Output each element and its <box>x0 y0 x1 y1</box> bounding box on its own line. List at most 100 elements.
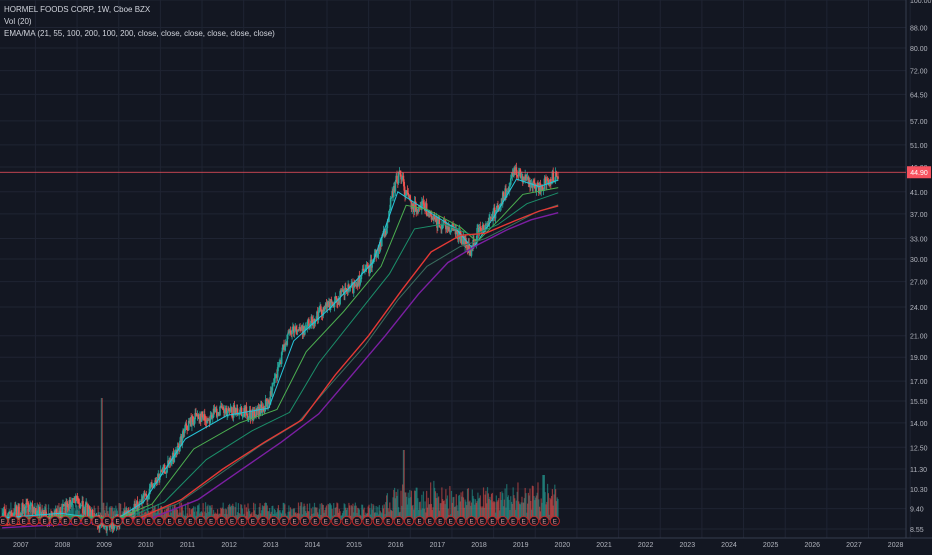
candle-body <box>324 303 327 307</box>
volume-bar <box>276 511 278 520</box>
volume-bar <box>29 514 31 520</box>
volume-bar <box>345 507 347 520</box>
volume-bar <box>321 503 323 520</box>
candle-body <box>467 243 470 253</box>
candle-body <box>428 212 430 214</box>
volume-bar <box>498 510 501 520</box>
ema21-line <box>2 178 559 521</box>
candle-body <box>91 510 94 521</box>
volume-bar <box>548 514 550 520</box>
volume-bar <box>176 507 178 520</box>
volume-bar <box>496 501 498 520</box>
earnings-marker-label: E <box>53 520 57 526</box>
candle-body <box>482 225 485 230</box>
candle-body <box>163 464 166 474</box>
volume-bar <box>258 507 260 520</box>
volume-bar <box>478 497 481 520</box>
candle-body <box>28 509 31 512</box>
volume-bar <box>297 502 300 520</box>
volume-bar <box>309 503 311 520</box>
volume-bar <box>235 502 237 520</box>
volume-bar <box>140 510 143 520</box>
candle-body <box>72 498 75 500</box>
volume-bar <box>30 505 32 520</box>
volume-bar <box>510 496 512 520</box>
candle-body <box>465 244 468 247</box>
candle-body <box>216 415 219 417</box>
candle-body <box>401 177 403 180</box>
candle-body <box>297 329 300 331</box>
candle-body <box>543 178 546 190</box>
volume-bar <box>357 507 359 520</box>
earnings-marker <box>279 515 290 527</box>
volume-bar <box>16 505 18 520</box>
candle-body <box>187 429 189 431</box>
earnings-marker <box>299 515 310 527</box>
symbol-title[interactable]: HORMEL FOODS CORP, 1W, Cboe BZX <box>4 5 151 14</box>
candle-body <box>256 407 259 412</box>
volume-bar <box>462 497 465 520</box>
candle-body <box>150 482 152 487</box>
candle-body <box>149 486 152 489</box>
candle-body <box>199 413 201 420</box>
candle-body <box>65 503 67 511</box>
volume-bar <box>134 506 136 520</box>
volume-bar <box>402 450 405 520</box>
volume-bar <box>213 513 215 520</box>
candle-body <box>235 408 238 413</box>
volume-bar <box>272 505 274 520</box>
earnings-marker-label: E <box>63 520 67 526</box>
volume-bar <box>491 492 493 520</box>
candle-body <box>254 415 257 417</box>
candle-body <box>493 207 495 211</box>
candle-body <box>153 483 156 485</box>
candle-body <box>309 324 312 326</box>
candle-body <box>515 167 518 175</box>
candle-body <box>414 201 417 207</box>
candle-body <box>78 499 80 504</box>
volume-bar <box>549 497 551 520</box>
volume-bar <box>231 505 233 520</box>
volume-bar <box>300 502 302 520</box>
candle-body <box>76 496 79 499</box>
candle-body <box>168 458 171 465</box>
candle-body <box>24 508 27 513</box>
candle-body <box>380 236 383 246</box>
candle-body <box>328 301 331 311</box>
candle-body <box>196 414 199 417</box>
candle-body <box>284 346 286 351</box>
candle-body <box>351 282 353 284</box>
volume-bar <box>71 503 73 520</box>
candle-body <box>218 412 220 416</box>
volume-bar <box>104 510 106 520</box>
candle-body <box>492 210 494 221</box>
volume-bar <box>353 512 355 520</box>
volume-bar <box>164 509 166 520</box>
candle-body <box>282 344 285 348</box>
time-tick-label: 2012 <box>221 542 237 549</box>
candle-body <box>8 512 11 514</box>
candle-body <box>343 289 345 295</box>
ema-ma-legend[interactable]: EMA/MA (21, 55, 100, 200, 100, 200, clos… <box>4 29 275 38</box>
candle-body <box>22 503 24 511</box>
volume-bar <box>469 500 471 520</box>
candle-body <box>479 226 482 228</box>
volume-bar <box>339 511 341 520</box>
volume-bar <box>532 486 534 520</box>
volume-bar <box>371 509 373 520</box>
volume-bar <box>512 487 514 520</box>
candle-body <box>417 207 420 212</box>
candle-body <box>546 178 549 181</box>
volume-bar <box>167 504 169 520</box>
candle-body <box>205 421 208 424</box>
candle-body <box>306 321 309 328</box>
volume-bar <box>181 505 183 520</box>
earnings-marker-label: E <box>251 520 255 526</box>
time-tick-label: 2016 <box>388 542 404 549</box>
candle-body <box>255 408 257 417</box>
volume-legend[interactable]: Vol (20) <box>4 17 32 26</box>
candle-body <box>362 268 365 271</box>
candle-body <box>485 225 487 229</box>
